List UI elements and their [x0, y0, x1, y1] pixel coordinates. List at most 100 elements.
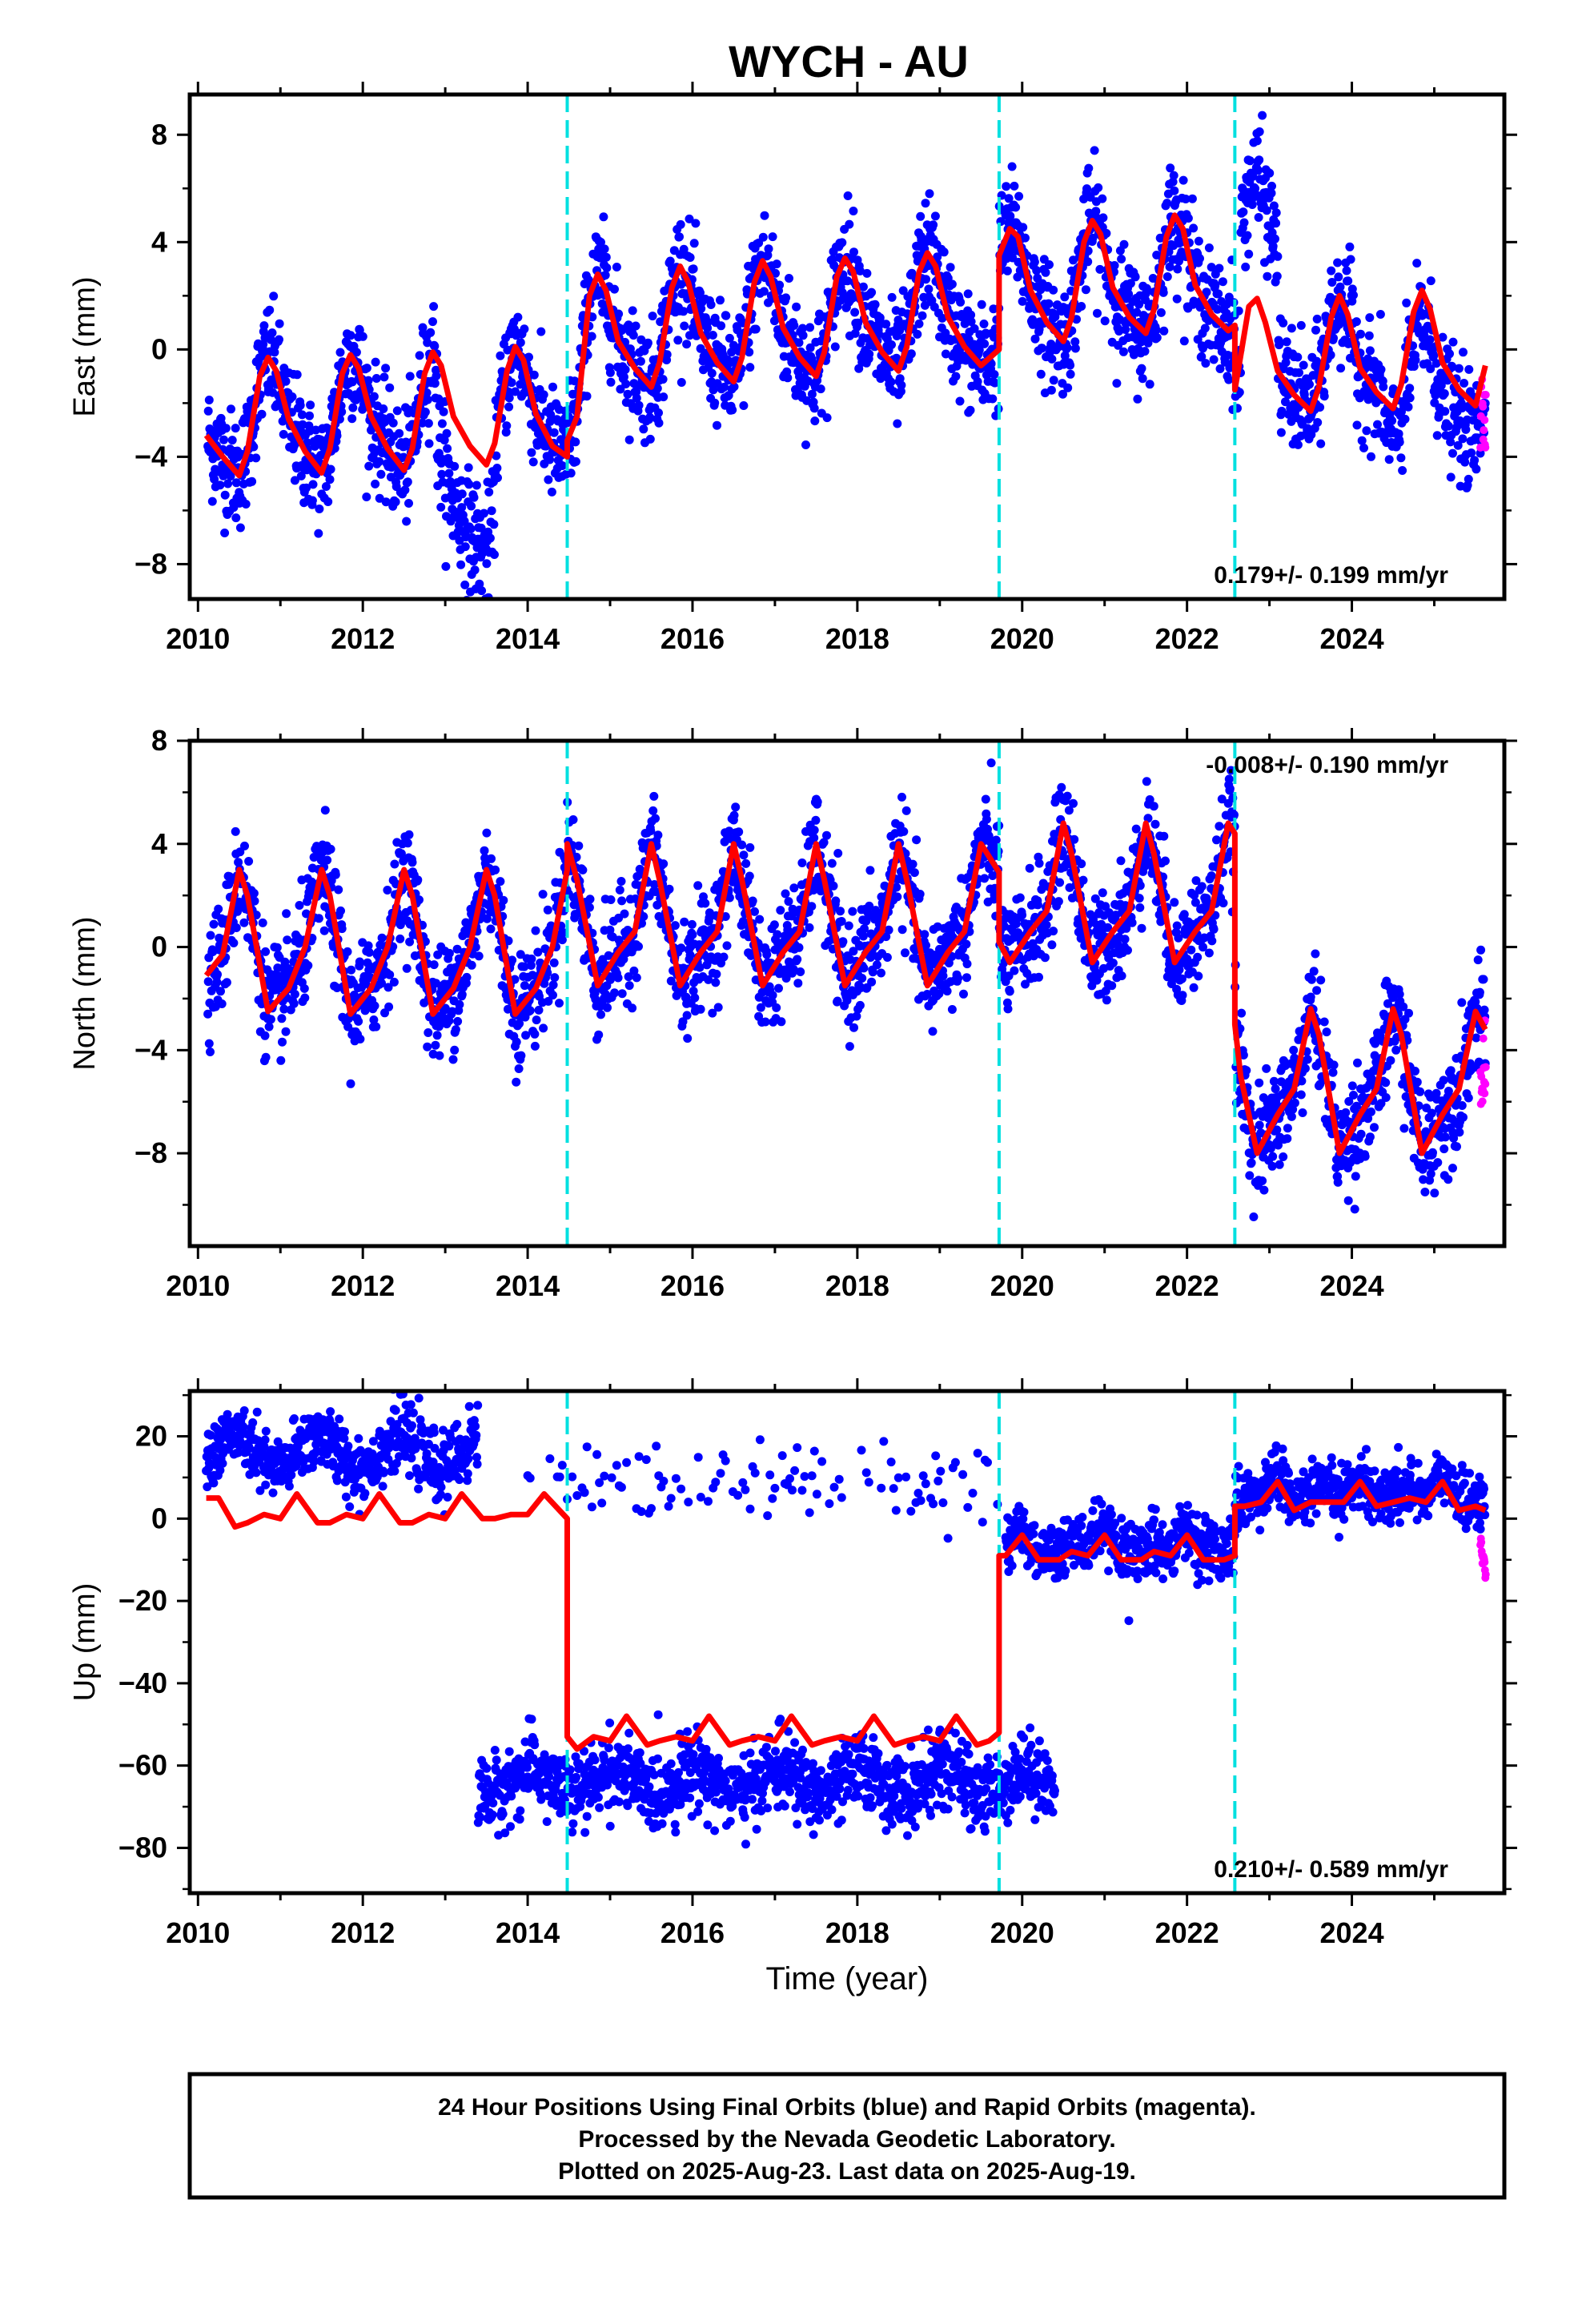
east-point: [892, 353, 901, 363]
east-point: [685, 214, 694, 223]
east-point: [906, 349, 916, 359]
north-point: [857, 974, 867, 983]
east-point: [379, 404, 388, 413]
north-point: [908, 859, 917, 869]
east-point: [1095, 264, 1105, 274]
east-point: [1460, 379, 1469, 388]
east-point: [850, 308, 860, 317]
east-point: [210, 474, 219, 484]
north-point: [701, 899, 710, 908]
east-point: [921, 275, 930, 284]
north-point: [451, 1025, 460, 1035]
north-point: [947, 1005, 957, 1014]
east-point: [450, 461, 460, 471]
east-point: [1446, 472, 1456, 482]
north-point: [444, 948, 454, 958]
north-point: [206, 1047, 215, 1056]
east-point: [1063, 383, 1073, 392]
east-point: [420, 408, 430, 416]
north-point: [954, 973, 963, 983]
east-point: [305, 411, 314, 420]
north-point: [1142, 777, 1151, 786]
north-point: [1117, 971, 1126, 980]
east-x-ticks: 2010 2012 2014 2016 2018 2020 2022 2024: [166, 82, 1435, 655]
east-point: [346, 331, 355, 340]
north-point: [278, 1037, 287, 1047]
east-point: [781, 293, 791, 303]
north-point: [959, 989, 968, 999]
east-point: [1269, 201, 1279, 211]
north-point: [539, 1023, 548, 1033]
north-point: [659, 859, 669, 869]
east-point: [1247, 200, 1257, 209]
north-point: [559, 928, 568, 937]
east-point: [549, 428, 559, 437]
east-point: [470, 565, 480, 575]
north-point: [480, 846, 489, 855]
north-point: [721, 912, 730, 921]
east-point: [990, 378, 1000, 388]
east-point: [876, 374, 885, 384]
east-point: [1134, 300, 1144, 309]
east-point: [295, 400, 305, 410]
north-point: [331, 870, 340, 879]
east-point: [1438, 332, 1447, 342]
north-point: [290, 990, 299, 999]
east-point: [689, 324, 699, 334]
north-point: [585, 895, 595, 904]
east-point: [1398, 466, 1407, 475]
north-point: [544, 996, 553, 1006]
north-point: [396, 849, 406, 858]
east-point: [1211, 280, 1220, 290]
north-point: [745, 871, 754, 881]
east-point: [729, 382, 739, 392]
east-point: [241, 500, 251, 509]
north-point: [594, 1030, 604, 1039]
east-point: [1014, 191, 1024, 201]
east-point: [1179, 336, 1189, 346]
north-point: [261, 947, 271, 956]
east-point: [362, 364, 371, 373]
north-point: [435, 1051, 444, 1060]
east-point: [1112, 379, 1122, 388]
north-point: [892, 883, 901, 892]
north-point: [295, 901, 304, 910]
east-point: [1336, 364, 1346, 373]
east-point: [691, 219, 701, 228]
east-point: [1271, 219, 1281, 228]
east-point: [424, 439, 434, 448]
east-point: [1448, 448, 1457, 458]
east-point: [809, 404, 819, 413]
east-point: [966, 310, 976, 320]
east-point: [371, 357, 380, 367]
north-point: [1098, 888, 1107, 898]
east-point: [504, 402, 514, 412]
east-point: [1327, 266, 1336, 275]
east-point: [1412, 259, 1422, 268]
north-point: [264, 1022, 274, 1031]
east-point: [437, 469, 447, 479]
east-point: [1453, 440, 1463, 450]
east-point: [1010, 181, 1019, 191]
north-point: [279, 1004, 289, 1014]
north-point: [283, 935, 292, 945]
east-point: [1090, 146, 1099, 155]
east-point: [1081, 285, 1090, 295]
east-point: [939, 247, 949, 257]
east-point: [1209, 355, 1219, 364]
east-point: [1432, 431, 1442, 440]
north-point: [773, 930, 782, 939]
east-point: [1045, 260, 1054, 269]
north-point: [214, 904, 223, 914]
east-point: [600, 244, 609, 254]
east-point: [362, 493, 371, 501]
east-point: [870, 300, 880, 309]
north-point: [557, 935, 567, 945]
north-point: [620, 909, 629, 919]
east-point: [970, 324, 979, 333]
east-point: [1142, 283, 1151, 293]
east-point: [557, 461, 567, 470]
east-point: [1018, 296, 1027, 306]
north-point: [1003, 1004, 1013, 1014]
east-y-tick-label: 8: [151, 118, 167, 151]
